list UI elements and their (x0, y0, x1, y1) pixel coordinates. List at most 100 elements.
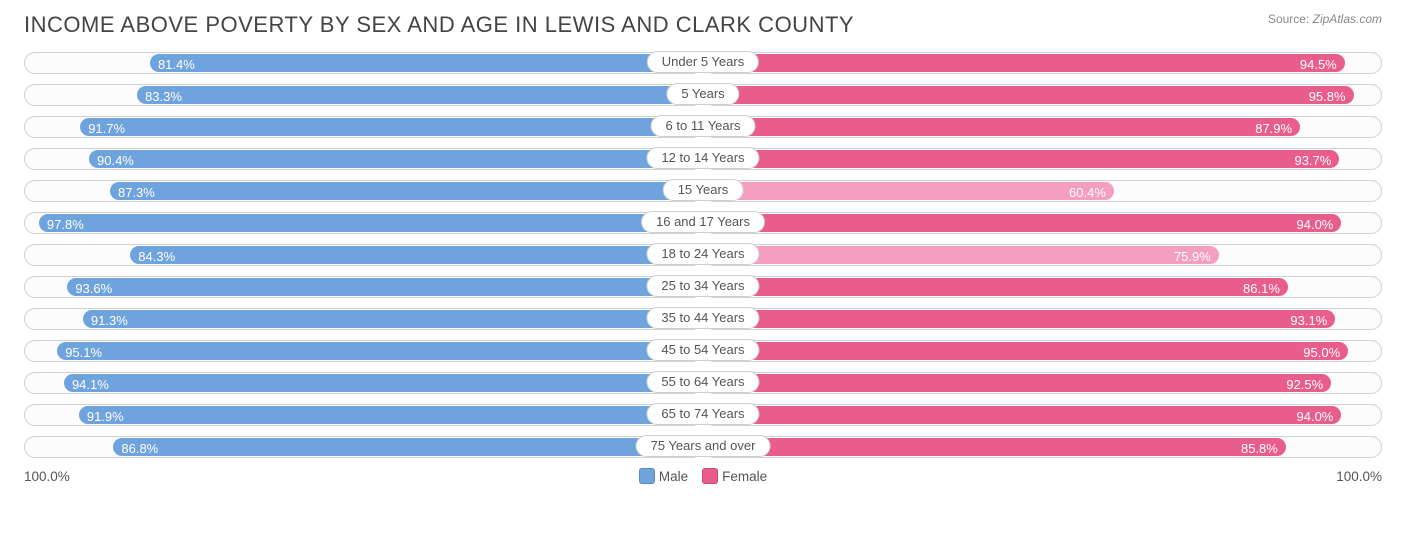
female-value-label: 60.4% (1061, 182, 1114, 202)
legend-label: Female (722, 469, 767, 484)
female-bar: 85.8% (705, 438, 1286, 456)
male-value-label: 84.3% (130, 246, 183, 266)
male-bar: 90.4% (89, 150, 701, 168)
female-value-label: 93.7% (1286, 150, 1339, 170)
male-value-label: 87.3% (110, 182, 163, 202)
male-bar: 81.4% (150, 54, 701, 72)
female-track: 87.9% (703, 116, 1382, 138)
female-track: 95.8% (703, 84, 1382, 106)
category-label: 6 to 11 Years (651, 115, 756, 137)
chart-row: 84.3% 75.9% 18 to 24 Years (24, 244, 1382, 268)
female-track: 85.8% (703, 436, 1382, 458)
category-label: 75 Years and over (636, 435, 771, 457)
source-value: ZipAtlas.com (1313, 12, 1382, 26)
chart-title: INCOME ABOVE POVERTY BY SEX AND AGE IN L… (24, 12, 854, 38)
chart-row: 91.9% 94.0% 65 to 74 Years (24, 404, 1382, 428)
axis-label-right: 100.0% (1336, 469, 1382, 484)
male-bar: 94.1% (64, 374, 701, 392)
female-value-label: 94.0% (1289, 406, 1342, 426)
legend-item: Male (639, 468, 688, 484)
female-value-label: 86.1% (1235, 278, 1288, 298)
female-value-label: 93.1% (1282, 310, 1335, 330)
female-bar: 94.5% (705, 54, 1345, 72)
male-track: 94.1% (24, 372, 703, 394)
category-label: 45 to 54 Years (646, 339, 759, 361)
female-value-label: 85.8% (1233, 438, 1286, 458)
male-track: 91.3% (24, 308, 703, 330)
female-track: 60.4% (703, 180, 1382, 202)
category-label: 16 and 17 Years (641, 211, 765, 233)
chart-row: 93.6% 86.1% 25 to 34 Years (24, 276, 1382, 300)
chart-footer: 100.0% Male Female 100.0% (24, 468, 1382, 484)
category-label: 12 to 14 Years (646, 147, 759, 169)
category-label: 25 to 34 Years (646, 275, 759, 297)
chart-row: 87.3% 60.4% 15 Years (24, 180, 1382, 204)
male-bar: 84.3% (130, 246, 701, 264)
female-value-label: 92.5% (1278, 374, 1331, 394)
category-label: 55 to 64 Years (646, 371, 759, 393)
female-track: 92.5% (703, 372, 1382, 394)
female-track: 94.0% (703, 404, 1382, 426)
female-bar: 95.0% (705, 342, 1348, 360)
male-bar: 97.8% (39, 214, 701, 232)
chart-row: 86.8% 85.8% 75 Years and over (24, 436, 1382, 460)
male-track: 81.4% (24, 52, 703, 74)
chart-row: 91.3%93.1%35 to 44 Years (24, 308, 1382, 332)
axis-label-left: 100.0% (24, 469, 70, 484)
category-label: Under 5 Years (647, 51, 759, 73)
male-value-label: 90.4% (89, 150, 142, 170)
female-track: 93.1% (703, 308, 1382, 330)
male-track: 91.7% (24, 116, 703, 138)
female-bar: 87.9% (705, 118, 1300, 136)
male-value-label: 91.7% (80, 118, 133, 138)
female-value-label: 75.9% (1166, 246, 1219, 266)
male-bar: 93.6% (67, 278, 701, 296)
chart-row: 95.1% 95.0%45 to 54 Years (24, 340, 1382, 364)
female-bar: 75.9% (705, 246, 1219, 264)
legend-label: Male (659, 469, 688, 484)
male-bar: 83.3% (137, 86, 701, 104)
female-bar: 95.8% (705, 86, 1354, 104)
female-track: 75.9% (703, 244, 1382, 266)
male-value-label: 97.8% (39, 214, 92, 234)
category-label: 18 to 24 Years (646, 243, 759, 265)
chart-row: 94.1% 92.5% 55 to 64 Years (24, 372, 1382, 396)
male-value-label: 91.9% (79, 406, 132, 426)
female-track: 93.7% (703, 148, 1382, 170)
male-track: 97.8% (24, 212, 703, 234)
chart-source: Source: ZipAtlas.com (1268, 12, 1382, 26)
legend-swatch (639, 468, 655, 484)
male-value-label: 86.8% (113, 438, 166, 458)
male-value-label: 94.1% (64, 374, 117, 394)
female-value-label: 95.8% (1301, 86, 1354, 106)
male-track: 84.3% (24, 244, 703, 266)
chart-row: 97.8% 94.0%16 and 17 Years (24, 212, 1382, 236)
category-label: 5 Years (666, 83, 739, 105)
male-bar: 95.1% (57, 342, 701, 360)
female-bar: 86.1% (705, 278, 1288, 296)
male-value-label: 95.1% (57, 342, 110, 362)
legend: Male Female (639, 468, 767, 484)
chart-header: INCOME ABOVE POVERTY BY SEX AND AGE IN L… (24, 12, 1382, 38)
male-bar: 87.3% (110, 182, 701, 200)
category-label: 65 to 74 Years (646, 403, 759, 425)
male-value-label: 91.3% (83, 310, 136, 330)
female-bar: 93.7% (705, 150, 1339, 168)
female-track: 86.1% (703, 276, 1382, 298)
female-value-label: 87.9% (1247, 118, 1300, 138)
female-track: 94.0% (703, 212, 1382, 234)
male-track: 86.8% (24, 436, 703, 458)
female-track: 95.0% (703, 340, 1382, 362)
female-bar: 92.5% (705, 374, 1331, 392)
chart-row: 81.4%94.5%Under 5 Years (24, 52, 1382, 76)
source-label: Source: (1268, 12, 1309, 26)
chart-row: 91.7% 87.9% 6 to 11 Years (24, 116, 1382, 140)
chart-rows: 81.4%94.5%Under 5 Years 83.3% 95.8% 5 Years… (24, 52, 1382, 460)
male-value-label: 83.3% (137, 86, 190, 106)
male-track: 95.1% (24, 340, 703, 362)
male-track: 87.3% (24, 180, 703, 202)
male-bar: 91.3% (83, 310, 701, 328)
category-label: 15 Years (663, 179, 744, 201)
chart-row: 90.4% 93.7% 12 to 14 Years (24, 148, 1382, 172)
male-track: 93.6% (24, 276, 703, 298)
